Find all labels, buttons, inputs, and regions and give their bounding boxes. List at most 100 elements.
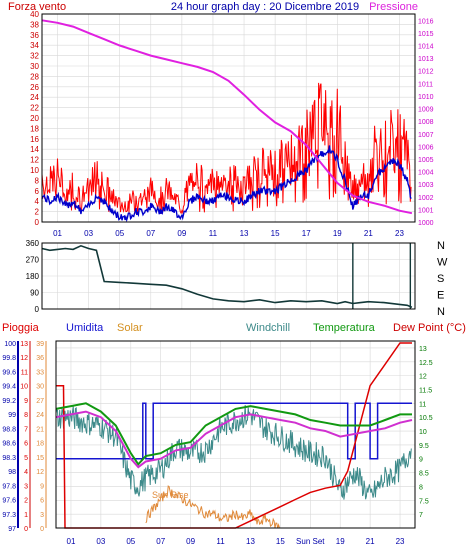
tick-label-pressure: 1006: [418, 144, 434, 151]
annotation-sun-rise: Sun Rise: [152, 490, 189, 500]
plot-frame: [41, 242, 416, 310]
tick-label-temperature: 10: [419, 429, 427, 436]
x-tick-label: 19: [336, 537, 345, 546]
tick-label-direction: 90: [30, 289, 39, 298]
x-tick-label: 11: [209, 229, 218, 238]
tick-label-temperature: 10.5: [419, 415, 433, 422]
series-direction: [41, 244, 413, 308]
legend-temperatura: Temperatura: [313, 322, 376, 334]
x-tick-label: 11: [216, 537, 225, 546]
tick-label-wind: 2: [35, 208, 40, 217]
plot-frame: [55, 340, 416, 529]
tick-label-solar: 30: [36, 384, 44, 391]
tick-label-wind: 32: [30, 52, 39, 61]
tick-label-solar: 18: [36, 441, 44, 448]
tick-label-humidity: 98: [8, 469, 16, 476]
tick-label-rain: 3: [24, 483, 28, 490]
tick-label-humidity: 97: [8, 526, 16, 533]
tick-label-pressure: 1016: [418, 18, 434, 25]
legend-pioggia: Pioggia: [2, 322, 40, 334]
series-temperature: [55, 402, 412, 466]
tick-label-direction: 0: [35, 305, 40, 314]
tick-label-solar: 33: [36, 369, 44, 376]
tick-label-wind: 38: [30, 20, 39, 29]
header-right: Pressione: [369, 1, 418, 13]
tick-label-solar: 9: [40, 483, 44, 490]
tick-label-pressure: 1004: [418, 170, 434, 177]
x-tick-label: 23: [396, 537, 405, 546]
tick-label-rain: 9: [24, 398, 28, 405]
tick-label-temperature: 9.5: [419, 443, 429, 450]
tick-label-wind: 24: [30, 93, 39, 102]
tick-label-wind: 16: [30, 135, 39, 144]
tick-label-rain: 8: [24, 412, 28, 419]
tick-label-pressure: 1002: [418, 195, 434, 202]
tick-label-solar: 15: [36, 455, 44, 462]
tick-label-humidity: 98.3: [2, 455, 16, 462]
tick-label-solar: 24: [36, 412, 44, 419]
x-tick-label: 21: [364, 229, 373, 238]
tick-label-wind: 26: [30, 83, 39, 92]
tick-label-wind: 30: [30, 62, 39, 71]
tick-label-solar: 6: [40, 498, 44, 505]
series-dewpoint: [55, 410, 413, 469]
tick-label-humidity: 99: [8, 412, 16, 419]
tick-label-temperature: 12.5: [419, 360, 433, 367]
tick-label-wind: 0: [35, 218, 40, 227]
x-tick-label: 15: [276, 537, 285, 546]
compass-label: N: [437, 240, 445, 252]
tick-label-wind: 8: [35, 176, 40, 185]
series-solar: [145, 485, 280, 529]
x-tick-label: Sun Set: [296, 537, 325, 546]
legend-windchill: Windchill: [246, 322, 290, 334]
tick-label-solar: 12: [36, 469, 44, 476]
tick-label-wind: 40: [30, 10, 39, 19]
tick-label-direction: 360: [26, 239, 40, 248]
tick-label-rain: 0: [24, 526, 28, 533]
tick-label-humidity: 97.6: [2, 498, 16, 505]
header-left: Forza vento: [8, 1, 66, 13]
tick-label-pressure: 1013: [418, 56, 434, 63]
tick-label-solar: 21: [36, 426, 44, 433]
series-pressure: [41, 19, 413, 215]
tick-label-wind: 10: [30, 166, 39, 175]
tick-label-temperature: 9: [419, 457, 423, 464]
tick-label-rain: 7: [24, 426, 28, 433]
plot-frame: [41, 13, 416, 223]
tick-label-humidity: 97.3: [2, 512, 16, 519]
tick-label-pressure: 1005: [418, 157, 434, 164]
tick-label-pressure: 1010: [418, 94, 434, 101]
tick-label-pressure: 1000: [418, 220, 434, 227]
x-tick-label: 03: [96, 537, 105, 546]
tick-label-solar: 27: [36, 398, 44, 405]
compass-label: N: [437, 306, 445, 318]
x-tick-label: 03: [84, 229, 93, 238]
tick-label-temperature: 8.5: [419, 471, 429, 478]
tick-label-solar: 3: [40, 512, 44, 519]
header-center: 24 hour graph day : 20 Dicembre 2019: [171, 1, 359, 13]
tick-label-direction: 270: [26, 256, 40, 265]
tick-label-humidity: 99.2: [2, 398, 16, 405]
tick-label-rain: 1: [24, 512, 28, 519]
x-tick-label: 01: [67, 537, 76, 546]
legend-umidita: Umidita: [66, 322, 104, 334]
tick-label-wind: 36: [30, 31, 39, 40]
tick-label-humidity: 98.8: [2, 426, 16, 433]
tick-label-humidity: 99.4: [2, 384, 16, 391]
compass-label: S: [437, 273, 444, 285]
x-tick-label: 19: [333, 229, 342, 238]
tick-label-wind: 20: [30, 114, 39, 123]
x-tick-label: 21: [366, 537, 375, 546]
tick-label-rain: 5: [24, 455, 28, 462]
x-tick-label: 07: [146, 229, 155, 238]
tick-label-wind: 4: [35, 197, 40, 206]
x-tick-label: 17: [302, 229, 311, 238]
tick-label-pressure: 1001: [418, 207, 434, 214]
compass-label: W: [437, 257, 448, 269]
x-tick-label: 05: [115, 229, 124, 238]
tick-label-pressure: 1008: [418, 119, 434, 126]
tick-label-pressure: 1003: [418, 182, 434, 189]
tick-label-rain: 13: [20, 341, 28, 348]
